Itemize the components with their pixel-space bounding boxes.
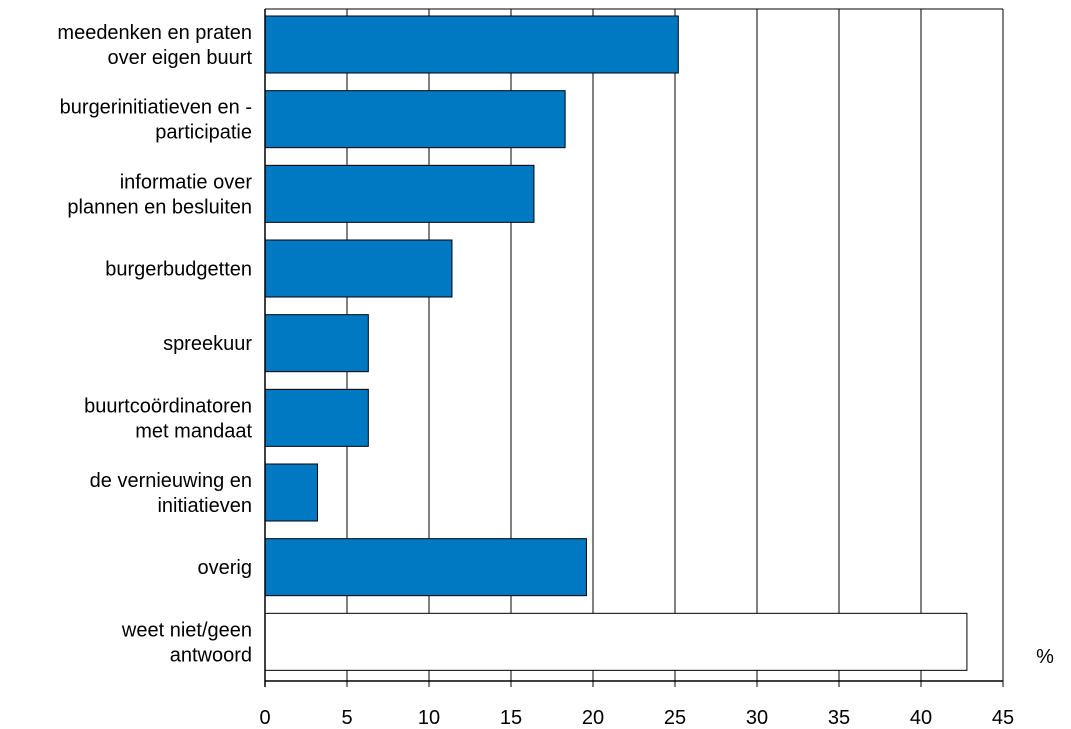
category-label: participatie xyxy=(155,122,252,144)
axes xyxy=(264,8,1004,687)
bar xyxy=(264,90,566,149)
category-label: burgerinitiatieven en - xyxy=(60,97,252,119)
x-tick-labels: 0 5 10 15 20 25 30 35 40 45 xyxy=(259,707,1014,729)
category-label: over eigen buurt xyxy=(107,47,252,69)
x-tick-label: 10 xyxy=(418,707,440,729)
x-tick-label: 20 xyxy=(582,707,604,729)
category-label: antwoord xyxy=(170,644,252,666)
category-label: buurtcoördinatoren xyxy=(84,395,252,417)
x-tick-label: 35 xyxy=(828,707,850,729)
bar xyxy=(264,164,535,223)
category-label: initiatieven xyxy=(157,495,252,517)
x-tick-label: 30 xyxy=(746,707,768,729)
category-label: burgerbudgetten xyxy=(105,259,252,281)
bar xyxy=(264,15,679,74)
bar xyxy=(264,314,369,373)
x-tick-label: 40 xyxy=(910,707,932,729)
x-tick-label: 15 xyxy=(500,707,522,729)
bar xyxy=(264,612,968,671)
category-label: de vernieuwing en xyxy=(90,470,252,492)
x-tick-label: 25 xyxy=(664,707,686,729)
category-label: overig xyxy=(198,557,252,579)
category-label: spreekuur xyxy=(163,333,252,355)
bar xyxy=(264,388,369,447)
category-label: met mandaat xyxy=(135,420,252,442)
bar xyxy=(264,463,318,522)
unit-label: % xyxy=(1036,646,1054,668)
x-tick-label: 0 xyxy=(259,707,270,729)
bar xyxy=(264,538,587,597)
category-label: weet niet/geen xyxy=(121,619,252,641)
category-labels: meedenken en praten over eigen buurt burge… xyxy=(57,22,252,666)
x-tick-label: 5 xyxy=(341,707,352,729)
bar xyxy=(264,239,453,298)
x-tick-label: 45 xyxy=(992,707,1014,729)
category-label: informatie over xyxy=(120,171,253,193)
category-label: plannen en besluiten xyxy=(67,196,252,218)
bars xyxy=(264,15,968,671)
category-label: meedenken en praten xyxy=(57,22,252,44)
